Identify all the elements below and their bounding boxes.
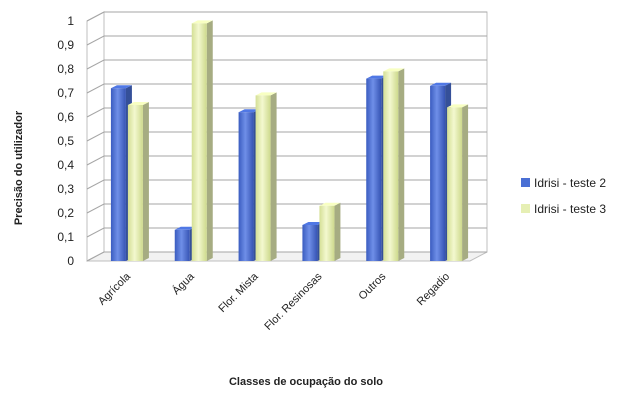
- x-tick-label: Outros: [357, 270, 389, 302]
- legend-label: Idrisi - teste 2: [534, 176, 606, 190]
- bar: [383, 68, 405, 262]
- gridline: [86, 59, 487, 70]
- bar: [255, 92, 277, 262]
- y-tick-label: 1: [67, 14, 74, 28]
- gridline: [86, 227, 487, 238]
- y-tick-label: 0,9: [57, 38, 74, 52]
- y-axis-title: Precisão do utilizador: [13, 110, 25, 225]
- y-tick-label: 0,8: [57, 62, 74, 76]
- y-tick-label: 0,1: [57, 230, 74, 244]
- bar: [447, 104, 469, 262]
- legend-label: Idrisi - teste 3: [534, 202, 606, 216]
- legend-swatch: [521, 204, 530, 213]
- gridline: [86, 35, 487, 46]
- y-tick-label: 0,3: [57, 182, 74, 196]
- gridline: [86, 179, 487, 190]
- x-tick-label: Regadio: [415, 271, 452, 308]
- y-tick-label: 0,6: [57, 110, 74, 124]
- x-axis-title: Classes de ocupação do solo: [229, 376, 383, 388]
- x-tick-label: Água: [170, 269, 198, 297]
- bar: [127, 102, 149, 261]
- y-tick-label: 0,2: [57, 206, 74, 220]
- gridline: [86, 83, 487, 94]
- x-tick-label: Agrícola: [96, 270, 134, 308]
- x-tick-label: Flor. Resinosas: [262, 270, 324, 332]
- legend-swatch: [521, 178, 530, 187]
- gridline: [86, 203, 487, 214]
- gridline: [86, 11, 487, 22]
- bar: [319, 202, 341, 261]
- chart-bars: [110, 20, 469, 262]
- y-tick-label: 0,4: [57, 158, 74, 172]
- chart-legend: Idrisi - teste 2 Idrisi - teste 3: [521, 176, 606, 216]
- gridline: [86, 131, 487, 142]
- y-tick-label: 0,7: [57, 86, 74, 100]
- y-tick-label: 0: [67, 254, 74, 268]
- gridline: [86, 155, 487, 166]
- bar: [191, 20, 213, 262]
- gridline: [86, 251, 487, 262]
- x-tick-label: Flor. Mista: [216, 270, 261, 315]
- y-tick-label: 0,5: [57, 134, 74, 148]
- gridline: [86, 107, 487, 118]
